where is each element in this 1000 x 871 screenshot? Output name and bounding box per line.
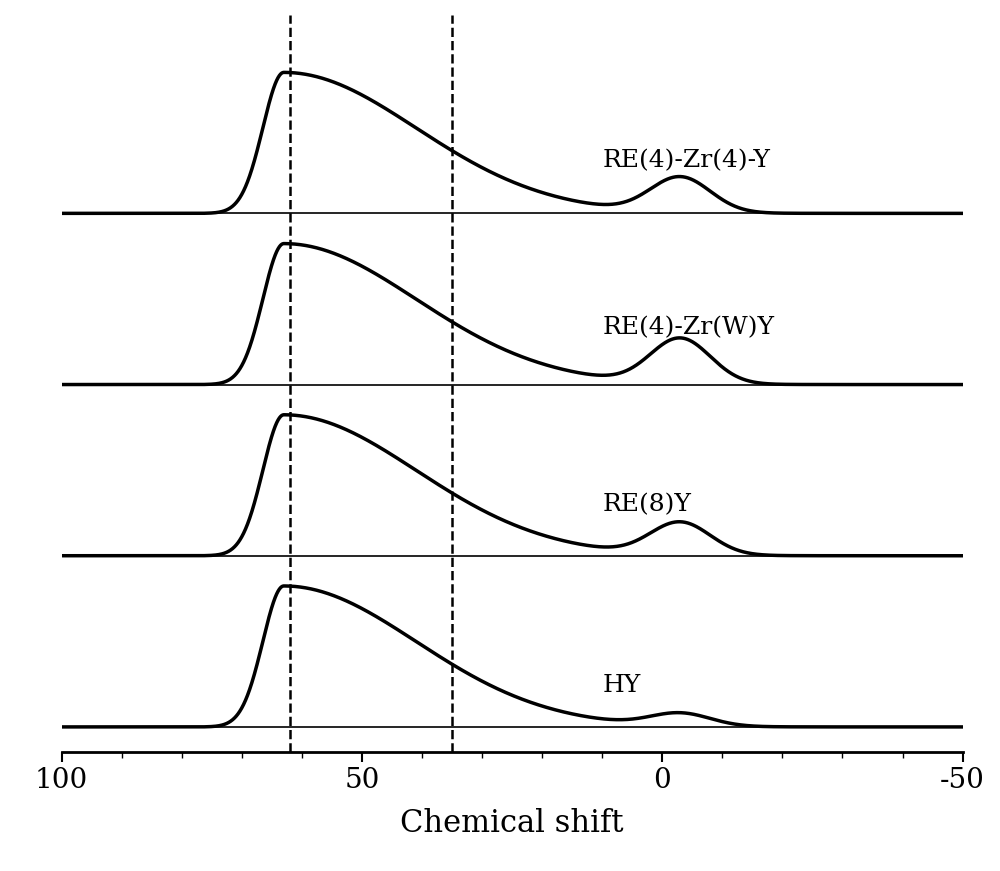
Text: HY: HY — [602, 674, 640, 698]
Text: RE(4)-Zr(W)Y: RE(4)-Zr(W)Y — [602, 316, 774, 339]
Text: RE(4)-Zr(4)-Y: RE(4)-Zr(4)-Y — [602, 150, 770, 172]
Text: RE(8)Y: RE(8)Y — [602, 493, 691, 517]
X-axis label: Chemical shift: Chemical shift — [400, 807, 624, 839]
